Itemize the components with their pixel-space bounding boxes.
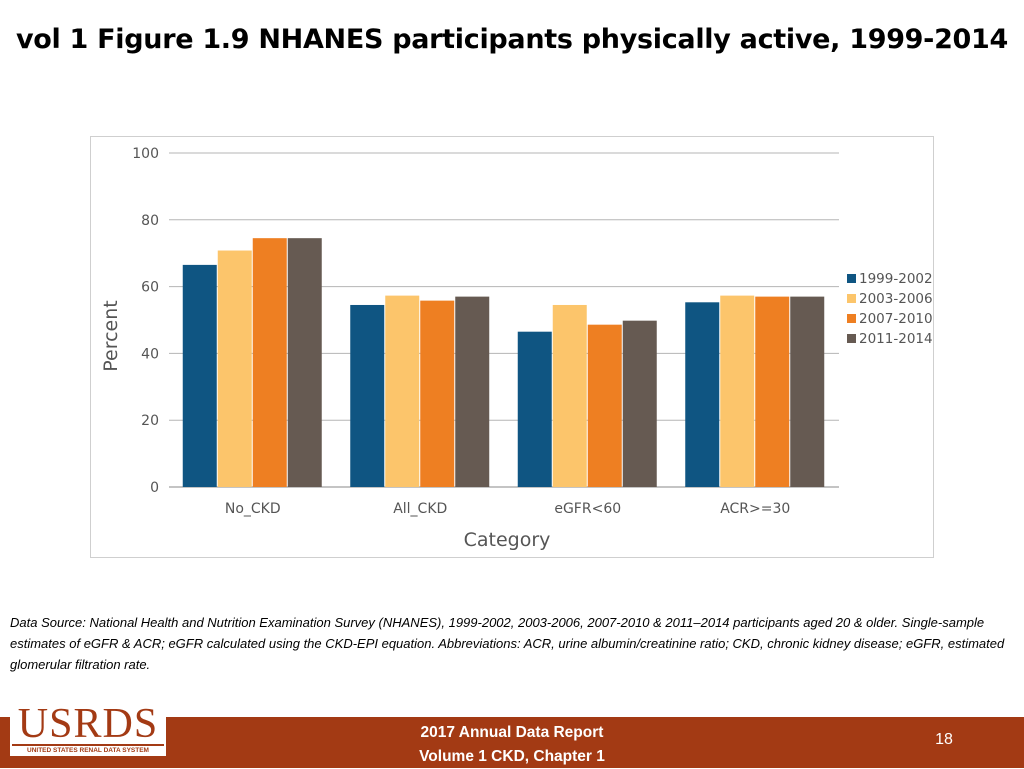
bar xyxy=(517,331,552,487)
bar xyxy=(252,238,287,487)
legend-swatch xyxy=(847,274,856,283)
logo-wordmark: USRDS xyxy=(17,701,159,747)
bar xyxy=(385,295,420,487)
bar xyxy=(217,250,252,487)
bar xyxy=(720,295,755,487)
legend-swatch xyxy=(847,294,856,303)
y-tick-label: 40 xyxy=(141,346,159,362)
bar xyxy=(420,300,455,487)
bar xyxy=(287,238,322,487)
logo-rule xyxy=(12,744,164,746)
page-number: 18 xyxy=(935,731,953,748)
data-source-note: Data Source: National Health and Nutriti… xyxy=(10,615,1005,672)
x-tick-label: All_CKD xyxy=(393,501,447,517)
bar xyxy=(790,296,825,487)
usrds-logo: USRDS UNITED STATES RENAL DATA SYSTEM xyxy=(10,701,166,756)
slide-title: vol 1 Figure 1.9 NHANES participants phy… xyxy=(15,24,1009,55)
bars xyxy=(182,238,825,487)
bar xyxy=(685,302,720,487)
y-tick-label: 0 xyxy=(150,480,159,496)
footer-line-2: Volume 1 CKD, Chapter 1 xyxy=(419,748,605,765)
bar xyxy=(622,320,657,487)
legend-label: 1999-2002 xyxy=(859,271,933,287)
footer-report-title: 2017 Annual Data Report Volume 1 CKD, Ch… xyxy=(312,721,712,769)
bar xyxy=(552,304,587,487)
legend-swatch xyxy=(847,334,856,343)
bar xyxy=(350,304,385,487)
x-axis-title: Category xyxy=(464,529,551,551)
bar xyxy=(755,296,790,487)
y-tick-label: 100 xyxy=(132,146,159,162)
y-axis-title: Percent xyxy=(100,300,122,372)
x-tick-label: No_CKD xyxy=(225,501,281,517)
axis-labels: 0 20 40 60 80 100 No_CKD All_CKD eGFR<60 ACR>=30 C… xyxy=(100,146,790,551)
x-tick-label: eGFR<60 xyxy=(554,501,621,517)
x-tick-label: ACR>=30 xyxy=(720,501,790,517)
legend-swatch xyxy=(847,314,856,323)
legend-label: 2011-2014 xyxy=(859,331,933,347)
bar xyxy=(455,296,490,487)
bar xyxy=(182,264,217,487)
bar xyxy=(587,324,622,487)
y-tick-label: 60 xyxy=(141,280,159,296)
footer-bar xyxy=(0,717,1024,768)
legend-label: 2003-2006 xyxy=(859,291,933,307)
chart-frame: 0 20 40 60 80 100 No_CKD All_CKD eGFR<60 ACR>=30 C… xyxy=(90,136,934,558)
y-tick-label: 20 xyxy=(141,413,159,429)
logo-subtext: UNITED STATES RENAL DATA SYSTEM xyxy=(27,747,149,754)
bar-chart: 0 20 40 60 80 100 No_CKD All_CKD eGFR<60 ACR>=30 C… xyxy=(100,146,933,551)
legend: 1999-2002 2003-2006 2007-2010 2011-2014 xyxy=(847,271,933,347)
footer-line-1: 2017 Annual Data Report xyxy=(420,724,604,741)
legend-label: 2007-2010 xyxy=(859,311,933,327)
y-tick-label: 80 xyxy=(141,213,159,229)
